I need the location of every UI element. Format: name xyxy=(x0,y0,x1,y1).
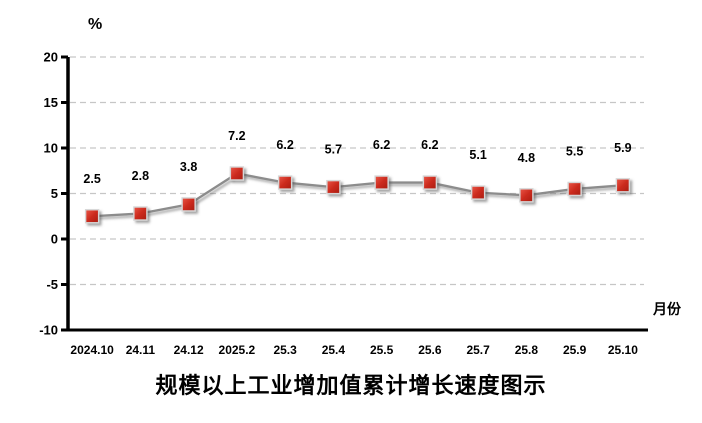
y-tick-label: 10 xyxy=(44,141,58,156)
data-label: 6.2 xyxy=(421,138,438,152)
x-tick-label: 25.3 xyxy=(273,343,297,357)
x-tick-label: 2024.10 xyxy=(70,343,114,357)
y-tick-label: -10 xyxy=(39,323,58,338)
data-point-marker xyxy=(519,188,534,203)
y-tick-label: 0 xyxy=(51,232,58,247)
data-point-marker xyxy=(84,209,100,224)
data-label: 6.2 xyxy=(373,138,390,152)
x-tick-label: 25.7 xyxy=(466,343,490,357)
x-tick-label: 24.11 xyxy=(126,343,156,357)
series: 2.5 2.8 3.8 7.2 6.2 5.7 6.2 6.2 5.1 4.8 5.5 5.9 xyxy=(83,129,632,224)
data-label: 2.5 xyxy=(83,172,100,186)
x-tick-label: 24.12 xyxy=(174,343,204,357)
data-point-marker xyxy=(470,185,486,200)
x-tick-label: 25.8 xyxy=(515,343,539,357)
gridlines xyxy=(70,56,644,286)
y-tick-label: 5 xyxy=(51,186,58,201)
data-label: 5.7 xyxy=(325,143,342,157)
data-point-marker xyxy=(229,166,245,181)
y-axis-unit-label: % xyxy=(88,16,103,33)
chart-title: 规模以上工业增加值累计增长速度图示 xyxy=(155,373,547,398)
data-label: 3.8 xyxy=(180,160,197,174)
y-axis-ticks: 20 15 10 5 0 -5 -10 xyxy=(39,50,68,338)
x-tick-label: 25.4 xyxy=(322,343,346,357)
x-tick-label: 25.9 xyxy=(563,343,587,357)
x-tick-label: 2025.2 xyxy=(219,343,256,357)
x-axis-labels: 2024.10 24.11 24.12 2025.2 25.3 25.4 25.5 25.6 2… xyxy=(70,343,638,357)
y-tick-label: 15 xyxy=(44,95,58,110)
data-label: 4.8 xyxy=(518,151,535,165)
data-label: 5.5 xyxy=(566,144,583,158)
data-point-marker xyxy=(374,175,389,190)
data-point-marker xyxy=(615,178,631,193)
data-point-marker xyxy=(326,179,341,195)
data-point-marker xyxy=(277,175,293,190)
axes xyxy=(66,57,648,332)
data-label: 6.2 xyxy=(276,138,293,152)
x-tick-label: 25.10 xyxy=(608,343,638,357)
data-label: 5.1 xyxy=(469,148,486,162)
x-tick-label: 25.5 xyxy=(370,343,394,357)
x-tick-label: 25.6 xyxy=(418,343,442,357)
data-point-marker xyxy=(133,206,148,221)
data-label: 7.2 xyxy=(228,129,245,143)
data-label: 5.9 xyxy=(614,141,631,155)
data-point-marker xyxy=(567,181,582,197)
data-label: 2.8 xyxy=(132,169,149,183)
y-tick-label: 20 xyxy=(44,50,58,65)
x-axis-label: 月份 xyxy=(653,301,681,317)
series-line xyxy=(92,172,623,218)
data-point-marker xyxy=(181,197,196,212)
data-point-marker xyxy=(422,175,438,190)
y-tick-label: -5 xyxy=(46,277,58,292)
